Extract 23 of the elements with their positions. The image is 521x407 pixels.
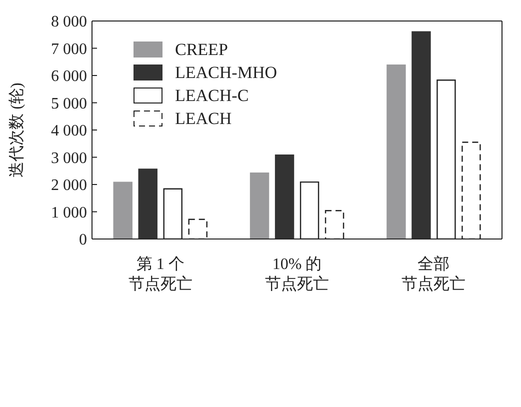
bar [138,168,158,239]
y-tick-label: 8 000 [51,14,87,31]
y-tick-label: 7 000 [51,40,87,58]
bar [274,154,294,239]
y-tick-label: 6 000 [51,68,87,86]
y-tick-label: 5 000 [51,95,87,112]
x-tick-label: 第 1 个节点死亡 [128,255,192,293]
y-tick-label: 4 000 [51,122,87,140]
bar [250,172,270,239]
legend-label: LEACH-MHO [174,62,277,84]
bar [386,64,406,239]
bar [113,182,132,239]
x-tick-label: 10% 的节点死亡 [265,256,329,293]
bar [412,31,431,239]
x-tick-label: 全部节点死亡 [402,255,466,293]
y-axis-title: 迭代次数 (轮) [8,82,26,178]
y-tick-label: 3 000 [51,150,87,167]
y-tick-label: 0 [79,232,87,249]
legend-label: CREEP [174,38,229,60]
legend-label: LEACH-C [174,84,250,106]
y-tick-label: 2 000 [51,177,87,194]
y-tick-label: 1 000 [51,204,87,222]
legend-label: LEACH [174,108,233,130]
